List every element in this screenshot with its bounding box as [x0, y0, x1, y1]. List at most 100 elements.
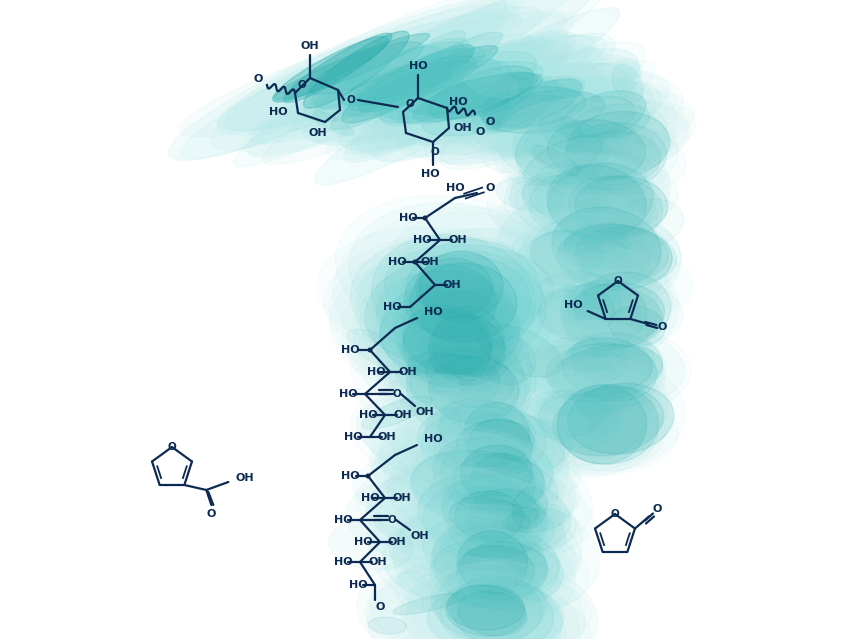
Ellipse shape	[516, 138, 670, 247]
Ellipse shape	[538, 394, 619, 448]
Ellipse shape	[539, 286, 615, 341]
Ellipse shape	[388, 435, 554, 540]
Ellipse shape	[431, 569, 542, 639]
Ellipse shape	[608, 199, 683, 250]
Text: OH: OH	[309, 128, 327, 138]
Ellipse shape	[384, 245, 554, 329]
Ellipse shape	[502, 509, 566, 532]
Ellipse shape	[357, 555, 558, 639]
Ellipse shape	[504, 76, 641, 157]
Ellipse shape	[533, 96, 667, 178]
Ellipse shape	[426, 347, 513, 408]
Ellipse shape	[469, 454, 535, 516]
Ellipse shape	[547, 119, 646, 181]
Ellipse shape	[510, 80, 541, 112]
Ellipse shape	[514, 320, 685, 406]
Text: HO: HO	[449, 97, 468, 107]
Text: HO: HO	[445, 183, 464, 193]
Ellipse shape	[504, 154, 648, 234]
Ellipse shape	[521, 390, 602, 438]
Ellipse shape	[329, 253, 524, 392]
Ellipse shape	[530, 320, 662, 412]
Ellipse shape	[362, 396, 432, 429]
Ellipse shape	[437, 401, 547, 475]
Ellipse shape	[529, 163, 606, 224]
Ellipse shape	[343, 31, 466, 117]
Ellipse shape	[398, 33, 615, 157]
Text: O: O	[207, 509, 216, 519]
Ellipse shape	[530, 329, 666, 413]
Ellipse shape	[434, 437, 544, 514]
Ellipse shape	[431, 520, 545, 605]
Ellipse shape	[513, 244, 672, 358]
Text: O: O	[167, 442, 177, 452]
Ellipse shape	[510, 155, 654, 236]
Ellipse shape	[393, 497, 600, 619]
Ellipse shape	[389, 516, 552, 610]
Ellipse shape	[548, 163, 653, 239]
Ellipse shape	[440, 436, 552, 511]
Ellipse shape	[529, 343, 606, 397]
Ellipse shape	[505, 370, 648, 467]
Text: OH: OH	[416, 407, 434, 417]
Ellipse shape	[369, 502, 575, 626]
Ellipse shape	[451, 576, 553, 639]
Ellipse shape	[539, 284, 661, 346]
Ellipse shape	[502, 113, 647, 195]
Ellipse shape	[563, 338, 657, 401]
Ellipse shape	[388, 285, 554, 437]
Ellipse shape	[558, 385, 647, 464]
Ellipse shape	[549, 345, 663, 401]
Ellipse shape	[369, 394, 569, 514]
Ellipse shape	[408, 353, 479, 376]
Ellipse shape	[179, 13, 521, 137]
Ellipse shape	[382, 513, 538, 601]
Ellipse shape	[384, 212, 554, 338]
Ellipse shape	[496, 323, 666, 415]
Ellipse shape	[405, 240, 542, 347]
Ellipse shape	[538, 569, 559, 587]
Ellipse shape	[528, 328, 691, 419]
Ellipse shape	[483, 90, 605, 133]
Text: OH: OH	[235, 473, 253, 483]
Ellipse shape	[377, 228, 579, 336]
Ellipse shape	[564, 224, 677, 283]
Ellipse shape	[180, 0, 516, 159]
Text: O: O	[376, 602, 385, 612]
Ellipse shape	[432, 306, 504, 381]
Ellipse shape	[384, 431, 592, 553]
Ellipse shape	[422, 571, 580, 639]
Ellipse shape	[430, 537, 564, 609]
Ellipse shape	[419, 251, 503, 321]
Ellipse shape	[291, 43, 541, 132]
Ellipse shape	[422, 411, 532, 486]
Text: HO: HO	[413, 235, 431, 245]
Ellipse shape	[377, 304, 540, 424]
Ellipse shape	[502, 209, 649, 302]
Ellipse shape	[336, 33, 572, 153]
Text: O: O	[610, 509, 620, 519]
Ellipse shape	[434, 527, 547, 607]
Text: HO: HO	[421, 169, 439, 179]
Circle shape	[368, 348, 371, 352]
Ellipse shape	[394, 325, 536, 418]
Ellipse shape	[369, 435, 575, 543]
Ellipse shape	[410, 355, 500, 410]
Ellipse shape	[612, 64, 643, 103]
Text: HO: HO	[366, 367, 385, 377]
Ellipse shape	[481, 337, 536, 385]
Ellipse shape	[535, 215, 672, 296]
Ellipse shape	[374, 373, 546, 480]
Ellipse shape	[224, 4, 518, 131]
Ellipse shape	[534, 102, 696, 173]
Ellipse shape	[494, 502, 576, 551]
Ellipse shape	[428, 315, 505, 385]
Ellipse shape	[511, 152, 655, 244]
Ellipse shape	[275, 33, 429, 100]
Text: HO: HO	[409, 61, 428, 71]
Ellipse shape	[410, 263, 517, 342]
Ellipse shape	[371, 235, 536, 358]
Ellipse shape	[460, 445, 532, 502]
Text: O: O	[393, 389, 401, 399]
Ellipse shape	[405, 376, 587, 484]
